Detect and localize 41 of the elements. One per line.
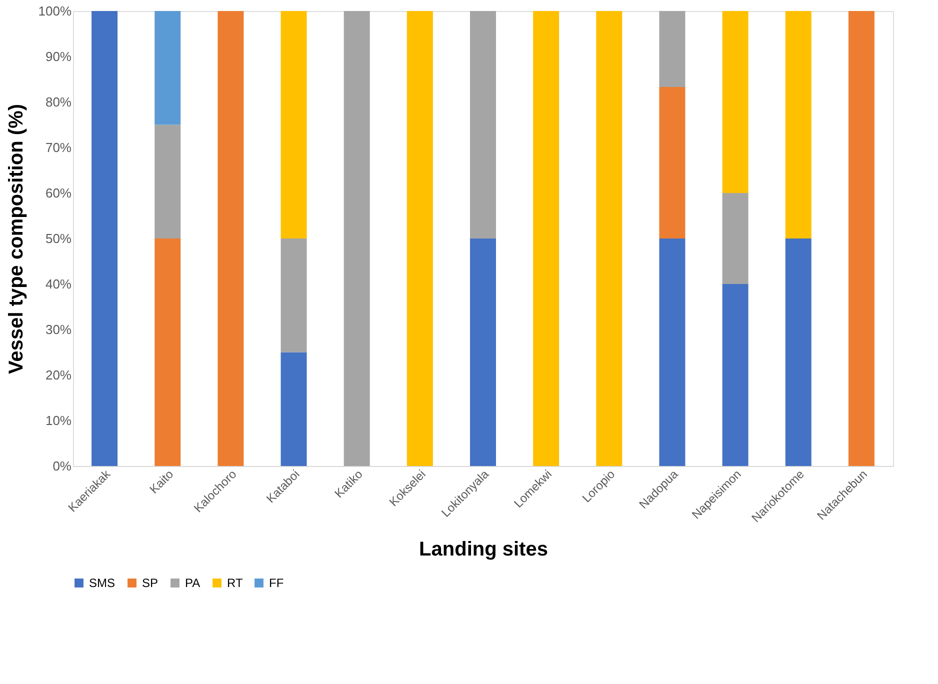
- y-tick-label: 60%: [45, 186, 72, 200]
- bar: [92, 11, 118, 466]
- bar: [280, 11, 307, 238]
- bar: [596, 11, 622, 466]
- bar: [344, 11, 370, 466]
- bar: [722, 11, 748, 193]
- bar: [659, 11, 686, 87]
- bar: [659, 86, 686, 238]
- y-tick-label: 30%: [45, 322, 72, 337]
- bar: [406, 11, 433, 466]
- y-tick-label: 20%: [45, 368, 72, 382]
- bar: [154, 124, 181, 238]
- y-tick-label: 0%: [52, 458, 72, 474]
- bar: [154, 11, 181, 125]
- bar: [659, 238, 686, 466]
- y-axis-title: Vessel type composition (%): [5, 104, 28, 374]
- bar: [785, 11, 812, 238]
- bar: [470, 238, 496, 466]
- bar: [722, 193, 748, 284]
- bar: [280, 352, 307, 466]
- y-tick-label: 50%: [45, 231, 72, 246]
- legend-label: FF: [269, 576, 284, 590]
- y-tick-label: 100%: [38, 4, 72, 18]
- bar: [533, 11, 560, 466]
- bar: [470, 11, 496, 238]
- bar: [280, 238, 307, 352]
- legend-label: SP: [142, 576, 158, 590]
- legend-label: SMS: [89, 576, 116, 590]
- legend-label: RT: [227, 576, 244, 590]
- y-tick-label: 70%: [45, 140, 72, 155]
- bar: [154, 238, 181, 466]
- bar: [218, 11, 244, 466]
- bar: [785, 238, 812, 466]
- legend-label: PA: [185, 576, 200, 590]
- x-axis-title: Landing sites: [419, 538, 548, 560]
- bar: [848, 11, 874, 466]
- y-tick-label: 40%: [45, 276, 72, 292]
- bar: [722, 284, 748, 466]
- y-tick-label: 90%: [45, 49, 72, 64]
- y-tick-label: 80%: [45, 94, 72, 110]
- y-tick-label: 10%: [45, 413, 72, 428]
